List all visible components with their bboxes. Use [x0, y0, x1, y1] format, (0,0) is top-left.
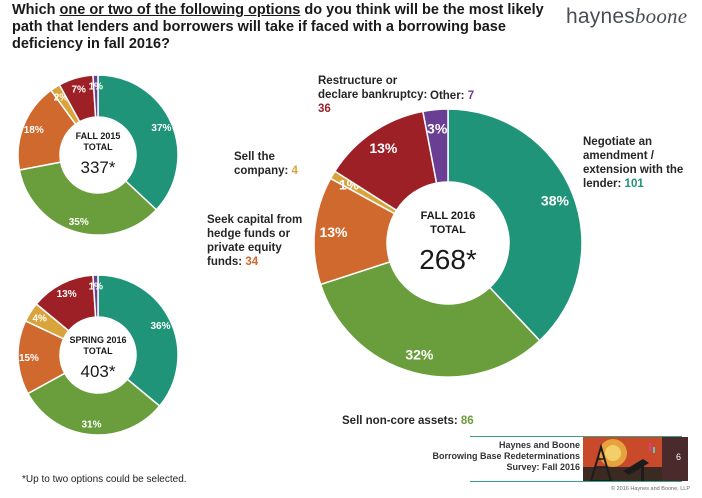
center-label-period: FALL 2015 — [76, 131, 121, 141]
slice-label-restructure: 7% — [72, 84, 87, 95]
slice-label-seek-capital: 13% — [319, 224, 348, 240]
copyright: © 2016 Haynes and Boone, LLP — [611, 486, 690, 492]
callout-sell-non-core: Sell non-core assets: 86 — [342, 415, 474, 427]
center-total-value: 268* — [419, 244, 477, 275]
center-label-period: FALL 2016 — [421, 210, 476, 222]
slice-label-negotiate: 36% — [150, 321, 170, 332]
center-label-total: TOTAL — [430, 224, 466, 236]
oil-rig-illustration — [583, 437, 663, 481]
center-total-value: 403* — [81, 362, 116, 381]
page-number-tab — [662, 437, 688, 481]
slice-label-sell-company: 2% — [54, 92, 69, 103]
slice-label-sell-non-core: 35% — [69, 217, 89, 228]
slice-label-restructure: 13% — [369, 140, 398, 156]
center-label-total: TOTAL — [83, 142, 113, 152]
donut-hole — [386, 181, 510, 305]
page-title: Which one or two of the following option… — [12, 2, 544, 52]
center-total-value: 337* — [81, 158, 116, 177]
slice-label-other: 1% — [89, 82, 104, 93]
page-number: 6 — [676, 452, 682, 462]
footnote: *Up to two options could be selected. — [22, 474, 187, 485]
slice-label-sell-non-core: 31% — [81, 419, 101, 430]
slice-label-restructure: 13% — [57, 289, 77, 300]
footer-rule — [470, 436, 682, 482]
center-label-total: TOTAL — [83, 346, 113, 356]
callout-sell-company: Sell the company: 4 — [234, 151, 298, 177]
slice-label-other: 1% — [89, 282, 104, 293]
callout-other: Other: 7 — [430, 90, 475, 102]
slice-label-sell-non-core: 32% — [405, 346, 434, 362]
footer-survey-title: Haynes and Boone Borrowing Base Redeterm… — [432, 440, 580, 472]
slice-label-negotiate: 38% — [541, 193, 570, 209]
slice-label-seek-capital: 15% — [19, 353, 39, 364]
slice-label-seek-capital: 18% — [24, 125, 44, 136]
center-label-period: SPRING 2016 — [69, 335, 126, 345]
slice-label-negotiate: 37% — [151, 123, 171, 134]
haynes-boone-logo: haynesboone — [566, 4, 688, 28]
callout-restructure: Restructure or declare bankruptcy: 36 — [318, 75, 428, 115]
callout-seek-capital: Seek capital from hedge funds or private… — [207, 214, 303, 268]
donut-hole — [59, 316, 137, 394]
callout-negotiate: Negotiate an amendment / extension with … — [583, 136, 684, 190]
slice-label-other: 3% — [427, 121, 448, 137]
donut-hole — [59, 116, 137, 194]
slice-label-sell-company: 4% — [32, 314, 47, 325]
